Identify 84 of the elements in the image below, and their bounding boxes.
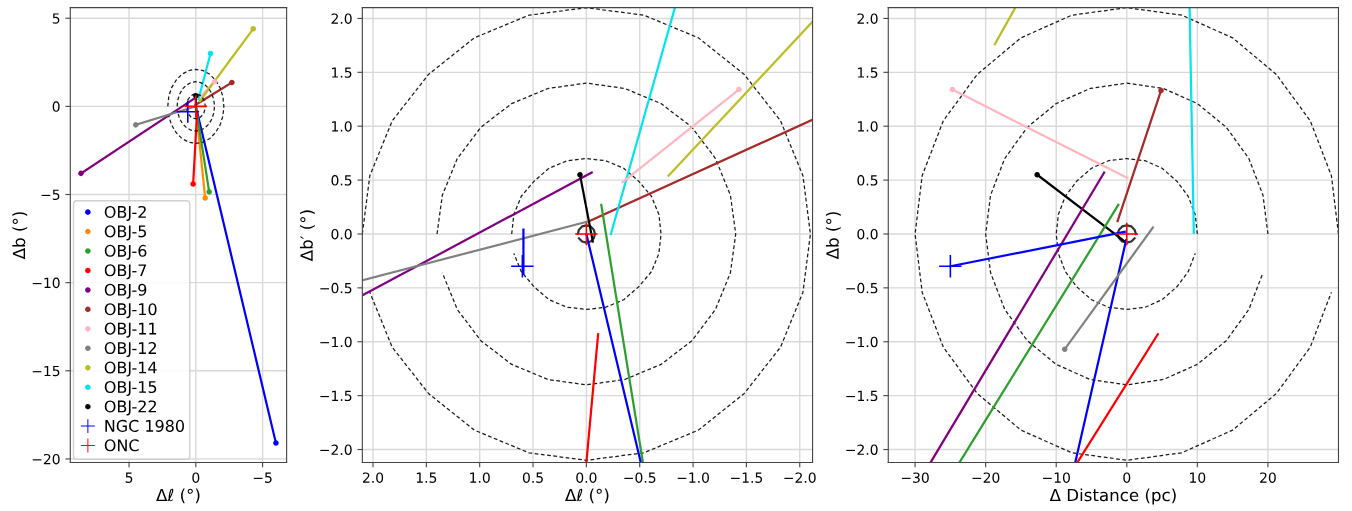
x-tick-label: −20: [972, 472, 1000, 483]
point: [229, 79, 235, 86]
x-tick-label: 2.0: [362, 472, 384, 483]
point: [78, 170, 84, 177]
legend-label: OBJ-22: [104, 400, 156, 416]
x-tick-label: −2.0: [784, 472, 816, 483]
y-axis-title: Δb (°): [12, 212, 28, 260]
legend-label: OBJ-9: [104, 283, 147, 299]
y-axis-title: Δb (°): [825, 212, 841, 260]
x-tick-label: −10: [1043, 472, 1070, 483]
legend-label: OBJ-7: [104, 264, 147, 280]
y-tick-label: 0.5: [331, 175, 352, 186]
y-tick-label: −1.0: [320, 336, 352, 348]
y-axis-title: Δb′ (°): [299, 210, 315, 262]
y-tick-label: 1.5: [332, 67, 352, 78]
point: [577, 171, 583, 178]
y-tick-label: 1.0: [332, 121, 352, 132]
y-tick-label: −2.0: [320, 444, 352, 455]
legend-label: OBJ-12: [104, 342, 156, 358]
x-tick-label: 5: [125, 472, 133, 483]
y-tick-label: 0.0: [331, 228, 352, 240]
x-tick-label: −5: [253, 472, 272, 483]
y-tick-label: 0.0: [857, 228, 878, 240]
y-tick-label: −5: [41, 189, 60, 200]
point: [1158, 87, 1164, 94]
y-tick-label: −15: [32, 365, 60, 377]
y-tick-label: 1.0: [857, 121, 878, 132]
line-series: [985, 82, 1269, 386]
legend-label: OBJ-5: [104, 225, 147, 241]
line-series: [1055, 157, 1198, 311]
x-axis-title: Δℓ (°): [565, 488, 609, 504]
x-axis-title: Δ Distance (pc): [1049, 488, 1176, 505]
y-tick-label: 2.0: [857, 13, 878, 24]
legend-label: OBJ-6: [104, 244, 147, 260]
point: [949, 86, 956, 93]
point: [202, 195, 208, 201]
legend-label: OBJ-2: [104, 205, 146, 221]
y-tick-label: −0.5: [846, 282, 878, 294]
x-tick-label: 0.5: [522, 472, 543, 483]
x-tick-label: −30: [901, 472, 929, 483]
y-tick-label: 5: [52, 13, 60, 24]
line-series: [167, 68, 225, 145]
point: [206, 189, 212, 195]
point: [176, 100, 200, 123]
x-tick-label: −1.0: [677, 472, 709, 483]
x-tick-label: 0: [192, 472, 200, 483]
y-tick-label: −0.5: [320, 282, 352, 294]
x-tick-label: 1.5: [416, 472, 437, 483]
point: [736, 86, 742, 93]
x-tick-label: −0.5: [624, 472, 656, 483]
point: [211, 78, 218, 85]
legend-label: NGC 1980: [105, 419, 184, 432]
point: [1061, 346, 1068, 353]
x-tick-label: 0: [1123, 472, 1131, 483]
y-tick-label: 0.5: [857, 175, 878, 186]
point: [190, 181, 196, 187]
x-tick-label: 1.0: [470, 472, 490, 483]
y-tick-label: −1.5: [320, 390, 352, 402]
line-series: [511, 157, 662, 311]
legend-label: ONC: [104, 439, 139, 452]
y-tick-label: 2.0: [331, 13, 352, 24]
legend-label: OBJ-10: [104, 303, 157, 319]
line-series: [436, 82, 737, 386]
x-tick-label: 0.0: [576, 472, 597, 483]
y-tick-label: −1.5: [846, 390, 878, 402]
y-tick-label: −2.0: [846, 444, 878, 455]
y-tick-label: −10: [32, 277, 60, 289]
line-series: [362, 7, 812, 461]
point: [250, 26, 257, 32]
y-tick-label: −1.0: [846, 336, 878, 348]
x-tick-label: −1.5: [731, 472, 763, 483]
x-axis-title: Δℓ (°): [156, 488, 200, 504]
y-tick-label: 1.5: [857, 67, 878, 78]
legend-label: OBJ-14: [104, 361, 157, 377]
y-tick-label: 0: [52, 101, 60, 112]
point: [132, 122, 139, 128]
x-tick-label: 10: [1190, 472, 1206, 483]
point: [1034, 171, 1040, 178]
legend-label: OBJ-15: [104, 380, 157, 396]
line-series: [176, 81, 216, 132]
point: [273, 440, 279, 446]
legend-label: OBJ-11: [104, 322, 157, 338]
y-tick-label: −20: [32, 453, 60, 465]
x-tick-label: 20: [1260, 472, 1276, 483]
